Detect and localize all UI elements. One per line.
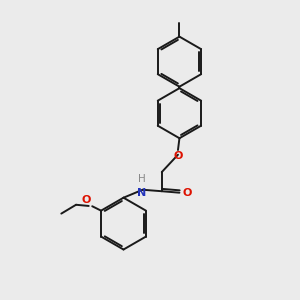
Text: H: H (138, 174, 146, 184)
Text: O: O (182, 188, 192, 198)
Text: N: N (137, 188, 146, 198)
Text: O: O (173, 152, 183, 161)
Text: O: O (81, 195, 91, 206)
